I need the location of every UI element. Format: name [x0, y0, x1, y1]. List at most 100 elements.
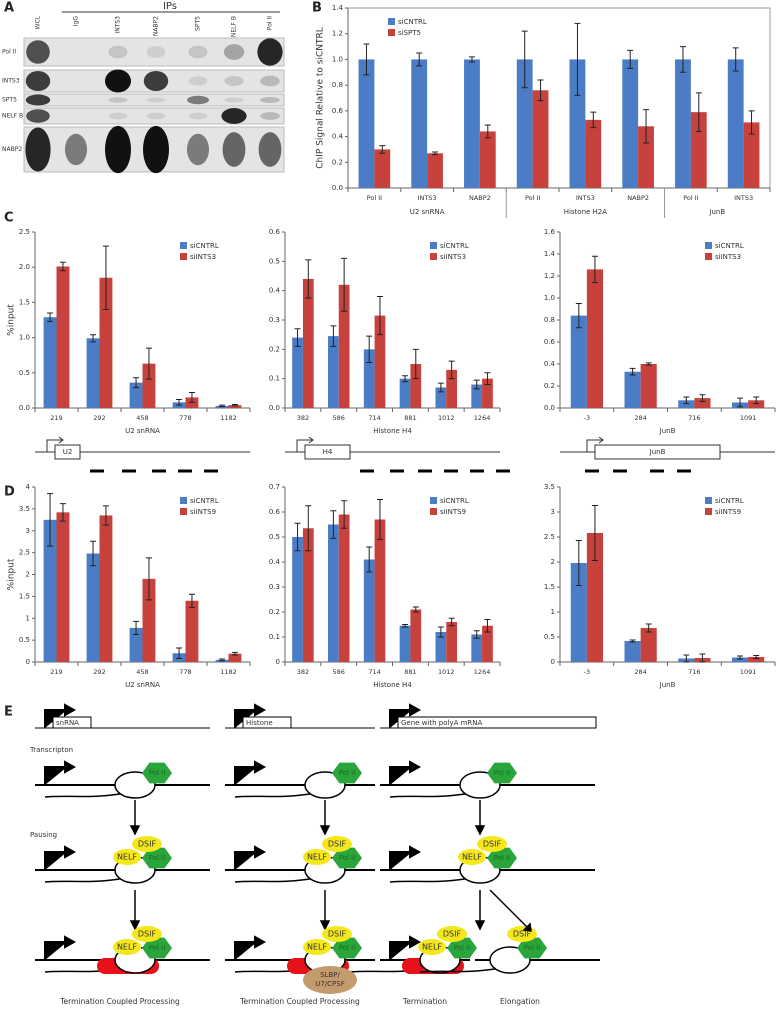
band [25, 94, 51, 106]
nascent-rna [44, 792, 126, 798]
y-tick-label: 0.0 [332, 184, 343, 192]
tss-arrow [389, 760, 422, 785]
tss-arrow [389, 703, 422, 728]
error-bar [219, 658, 226, 662]
gene-box [594, 444, 721, 460]
error-bar [47, 493, 54, 547]
bar [410, 364, 422, 408]
error-bar [47, 312, 54, 322]
error-bar [145, 557, 152, 601]
y-tick-label: 0.4 [544, 360, 556, 368]
bar [363, 559, 375, 662]
dsif-label: DSIF [138, 840, 157, 849]
x-tick-label: 1182 [220, 414, 237, 422]
blot-strip [23, 93, 285, 107]
y-tick-label: 0.6 [269, 228, 281, 236]
nelf [458, 849, 486, 865]
legend-swatch [705, 497, 712, 504]
bar [99, 515, 113, 662]
dsif-label: DSIF [443, 930, 462, 939]
x-tick-label: 1091 [740, 414, 757, 422]
x-tick-label: 292 [93, 414, 105, 422]
pol-ii-label: Pol II [149, 944, 166, 952]
bar [570, 315, 587, 408]
bar [374, 315, 386, 408]
y-tick-label: 0.5 [19, 369, 30, 377]
y-tick-label: 1.0 [19, 334, 30, 342]
band [105, 69, 131, 93]
band [187, 133, 209, 166]
x-axis-label: Histone H4 [373, 681, 412, 689]
x-tick-label: INTS3 [734, 194, 753, 202]
band [224, 97, 244, 103]
bar [292, 337, 303, 408]
row-label: Pol II [2, 49, 16, 56]
legend-swatch [430, 253, 437, 260]
x-tick-label: 586 [333, 414, 345, 422]
legend-label: siSPT5 [398, 29, 421, 37]
legend-label: siINTS9 [190, 508, 216, 516]
bar [411, 59, 428, 188]
y-axis-label: ChIP Signal Relative to siCNTRL [316, 27, 326, 168]
legend-label: siCNTRL [715, 497, 744, 505]
error-bar [59, 503, 66, 522]
error-bar [176, 399, 183, 406]
x-axis-label: U2 snRNA [125, 427, 160, 435]
x-tick-label: 1182 [220, 668, 237, 676]
pol-ii [487, 762, 517, 784]
error-bar [695, 92, 702, 132]
bar [640, 364, 657, 408]
y-tick-label: 0.5 [19, 636, 30, 644]
bar [43, 317, 57, 408]
error-bar [643, 109, 650, 144]
error-bar [537, 79, 544, 102]
panel-label: E [4, 705, 13, 720]
x-tick-label: Pol II [525, 194, 540, 202]
tss-arrow [389, 845, 422, 870]
group-label: JunB [708, 208, 725, 216]
legend-label: siCNTRL [398, 18, 427, 26]
x-tick-label: 1012 [438, 414, 455, 422]
band [25, 70, 51, 92]
bar [638, 126, 654, 188]
legend-swatch [388, 29, 395, 36]
error-bar [330, 325, 337, 347]
tss-arrow [46, 436, 64, 452]
legend-label: siINTS3 [715, 253, 741, 261]
panel-label: B [312, 1, 322, 16]
y-tick-label: 1.5 [19, 298, 30, 306]
arrow [474, 890, 486, 931]
error-bar [363, 43, 370, 76]
pol-ii-label: Pol II [494, 854, 511, 862]
bar [640, 628, 657, 662]
pol-loop [114, 771, 156, 799]
y-tick-label: 0.8 [544, 316, 555, 324]
y-tick-label: 4 [26, 483, 31, 491]
y-tick-label: 0.7 [269, 483, 280, 491]
y-axis-label: %input [7, 304, 17, 336]
x-tick-label: Pol II [683, 194, 698, 202]
error-bar [645, 623, 652, 633]
error-bar [748, 110, 755, 135]
bar [694, 398, 711, 408]
pol-ii [447, 937, 477, 959]
band [224, 75, 244, 87]
legend-label: siINTS3 [190, 253, 216, 261]
error-bar [133, 620, 140, 635]
tss-arrow [44, 935, 77, 960]
error-bar [645, 362, 652, 366]
legend-label: siINTS9 [715, 508, 741, 516]
error-bar [590, 111, 597, 129]
bar [586, 269, 603, 408]
error-bar [753, 396, 760, 405]
error-bar [376, 296, 383, 336]
outcome-label: Termination [402, 997, 447, 1006]
gene-name: U2 [63, 448, 73, 456]
x-tick-label: NABP2 [627, 194, 649, 202]
y-tick-label: 1.4 [332, 4, 344, 12]
bar [399, 378, 411, 408]
error-bar [90, 540, 97, 567]
tss-arrow [586, 436, 604, 452]
pol-ii [332, 762, 362, 784]
x-tick-label: 219 [50, 414, 62, 422]
